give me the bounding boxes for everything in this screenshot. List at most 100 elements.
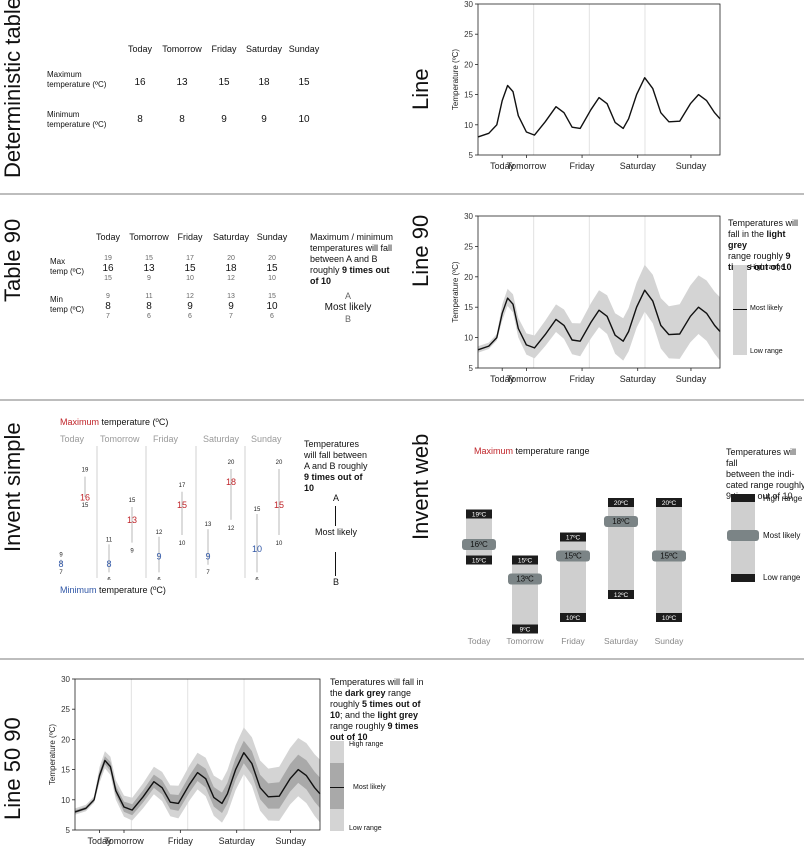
y-tick-label: 5 bbox=[469, 364, 474, 373]
likely-pill bbox=[652, 550, 686, 562]
line-90-chart: 5 10 15 20 25 30 Temperature (ºC) TodayTomorrow… bbox=[451, 212, 721, 384]
l5090-note-3: roughly bbox=[330, 699, 363, 709]
line90-legend-mid: Most likely bbox=[750, 305, 783, 312]
det-min-0: 8 bbox=[137, 114, 143, 125]
min-likely-label: 8 bbox=[106, 559, 111, 569]
l5090-legend-high: High range bbox=[349, 741, 384, 748]
low-cap bbox=[656, 613, 682, 622]
y-tick-label: 10 bbox=[464, 334, 473, 343]
line90-legend-high: High range bbox=[750, 264, 785, 271]
y-tick-label: 30 bbox=[464, 0, 473, 9]
min-low-label: 7 bbox=[206, 570, 210, 576]
l5090-note-bold-a: dark grey bbox=[345, 688, 386, 698]
y-tick-label: 5 bbox=[469, 151, 474, 160]
iw-note-4: 9 times out of 10 bbox=[726, 491, 793, 501]
det-max-4: 15 bbox=[298, 77, 310, 88]
iw-legend-high: High range bbox=[763, 494, 803, 503]
y-tick-label: 20 bbox=[61, 735, 70, 744]
most-likely-line bbox=[477, 289, 721, 351]
line90-note: Temperatures will fall in the light grey… bbox=[728, 218, 804, 273]
max-low-label: 10 bbox=[179, 541, 186, 547]
day-label: Friday bbox=[153, 434, 179, 444]
max-high-value: 17 bbox=[186, 255, 194, 262]
range-bar bbox=[560, 532, 586, 621]
line90-legend-low: Low range bbox=[750, 348, 783, 355]
l5090-legend-dark bbox=[330, 763, 344, 809]
invent-simple-graphic: Today Tomorrow Friday Saturday Sunday1916151… bbox=[58, 434, 284, 580]
t90-max-label-2: temp (ºC) bbox=[50, 267, 85, 276]
t90-day-3: Saturday bbox=[212, 232, 250, 242]
is-key-line-top bbox=[335, 506, 336, 526]
is-key-a: A bbox=[332, 493, 339, 503]
y-tick-label: 25 bbox=[61, 705, 70, 714]
is-key-mid-1: Most likely bbox=[314, 527, 357, 537]
panel-title-invent-simple: Invent simple bbox=[0, 422, 25, 552]
invent-web-graphic: 19ºC 15ºC 16ºC Today 15ºC 9ºC 13ºC Tomorrow 17ºC… bbox=[462, 498, 686, 646]
max-low-label: 15 bbox=[82, 503, 89, 509]
l5090-note-bold-f: out of 10 bbox=[330, 732, 368, 742]
iw-note: Temperatures will fall between the indi-… bbox=[726, 447, 804, 502]
plot-frame bbox=[477, 215, 721, 369]
det-max-1: 13 bbox=[176, 77, 188, 88]
separator-2 bbox=[0, 399, 804, 401]
det-min-4: 10 bbox=[298, 114, 310, 125]
line90-note-bold-b: 9 bbox=[785, 251, 791, 261]
max-likely-value: 15 bbox=[184, 263, 196, 274]
x-tick-label: Tomorrow bbox=[104, 836, 144, 846]
x-tick-label: Sunday bbox=[676, 374, 707, 384]
min-likely-label: 8 bbox=[58, 559, 63, 569]
likely-pill bbox=[556, 550, 590, 562]
l5090-note-bold-d: light grey bbox=[377, 710, 419, 720]
line90-note-2: fall in the bbox=[728, 229, 767, 239]
low-label: 15ºC bbox=[472, 558, 487, 565]
det-row-min-label-2: temperature (ºC) bbox=[47, 120, 107, 129]
t90-note-bold-2: of 10 bbox=[310, 276, 332, 286]
t90-note-line-3: between A and B bbox=[310, 254, 378, 264]
max-low-value: 10 bbox=[268, 275, 276, 282]
min-likely-value: 8 bbox=[146, 301, 152, 312]
max-likely-value: 18 bbox=[225, 263, 237, 274]
max-low-value: 15 bbox=[104, 275, 112, 282]
y-tick-label: 5 bbox=[66, 826, 71, 835]
is-note-1: Temperatures bbox=[304, 439, 360, 449]
det-row-max-label-1: Maximum bbox=[47, 70, 82, 79]
det-day-0: Today bbox=[127, 44, 153, 54]
high-label: 15ºC bbox=[518, 558, 533, 565]
det-day-2: Friday bbox=[211, 44, 237, 54]
det-min-2: 9 bbox=[221, 114, 227, 125]
min-high-label: 11 bbox=[106, 537, 113, 543]
l5090-note: Temperatures will fall in the dark grey … bbox=[330, 677, 430, 743]
likely-label: 15ºC bbox=[660, 552, 678, 561]
y-tick-label: 20 bbox=[464, 60, 473, 69]
det-day-4: Sunday bbox=[288, 44, 320, 54]
det-max-0: 16 bbox=[134, 77, 146, 88]
likely-pill bbox=[604, 516, 638, 527]
min-likely-label: 9 bbox=[156, 552, 161, 562]
x-tick-label: Today bbox=[490, 374, 515, 384]
min-low-label: 7 bbox=[59, 570, 63, 576]
max-likely-label: 18 bbox=[226, 477, 236, 487]
t90-day-0: Today bbox=[95, 232, 121, 242]
min-high-label: 12 bbox=[156, 530, 163, 536]
max-low-label: 12 bbox=[228, 526, 235, 532]
max-high-label: 19 bbox=[82, 468, 89, 474]
day-label: Saturday bbox=[604, 636, 639, 646]
t90-key-mid: Most likely bbox=[324, 302, 372, 313]
l5090-note-bold-e: 9 times bbox=[387, 721, 419, 731]
y-tick-label: 15 bbox=[61, 766, 70, 775]
line90-legend-mid-line bbox=[733, 309, 747, 310]
day-label: Saturday bbox=[203, 434, 240, 444]
min-high-label: 9 bbox=[59, 553, 63, 559]
separator-1 bbox=[0, 193, 804, 195]
min-low-label: 6 bbox=[107, 577, 111, 580]
max-high-label: 17 bbox=[179, 483, 186, 489]
t90-note: Maximum / minimum temperatures will fall… bbox=[310, 232, 410, 287]
max-likely-label: 13 bbox=[127, 515, 137, 525]
l5090-legend-mid-line bbox=[330, 787, 344, 788]
min-low-label: 6 bbox=[255, 577, 259, 580]
min-low-label: 6 bbox=[157, 577, 161, 580]
low-label: 12ºC bbox=[614, 592, 629, 599]
day-label: Friday bbox=[561, 636, 585, 646]
max-likely-value: 15 bbox=[266, 263, 278, 274]
is-key-b: B bbox=[332, 577, 339, 587]
